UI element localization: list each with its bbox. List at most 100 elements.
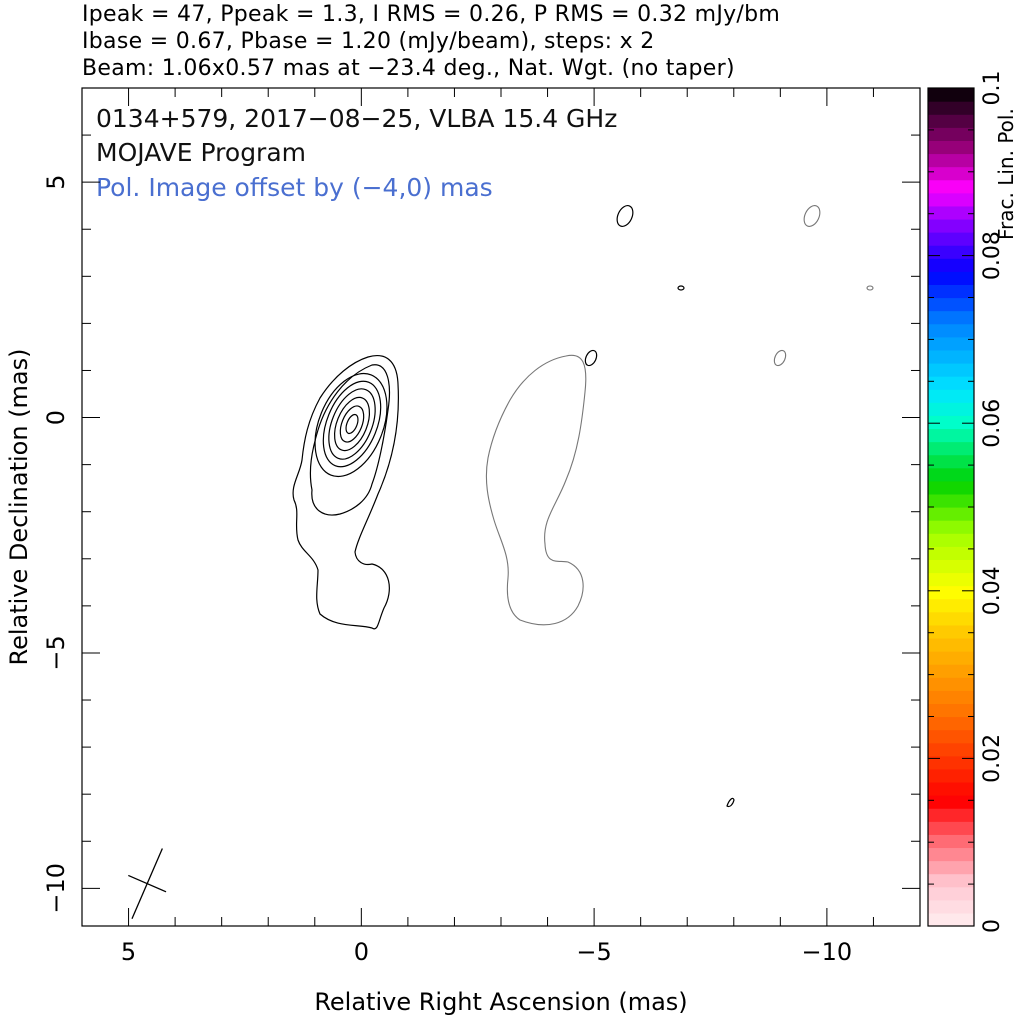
offset-annotation: Pol. Image offset by (−4,0) mas bbox=[96, 173, 493, 202]
colorbar-step bbox=[928, 232, 974, 246]
colorbar-step bbox=[928, 873, 974, 888]
colorbar-step bbox=[928, 703, 974, 718]
intensity-contour-base bbox=[292, 355, 399, 630]
polarization-contour-base bbox=[485, 354, 587, 626]
x-tick-label: −10 bbox=[802, 938, 853, 966]
y-tick-label: 0 bbox=[42, 410, 70, 425]
polarization-noise-contour bbox=[803, 205, 821, 227]
colorbar-step bbox=[928, 559, 974, 574]
colorbar-step bbox=[928, 781, 974, 796]
y-tick-label: 5 bbox=[42, 175, 70, 190]
colorbar-step bbox=[928, 507, 974, 521]
colorbar-step bbox=[928, 101, 974, 115]
colorbar-step bbox=[928, 729, 974, 744]
colorbar-step bbox=[928, 755, 974, 770]
colorbar-step bbox=[928, 611, 974, 626]
colorbar-step bbox=[928, 376, 974, 390]
intensity-contour-7 bbox=[339, 405, 365, 443]
colorbar-step bbox=[928, 297, 974, 312]
colorbar-step bbox=[928, 336, 974, 351]
colorbar-step bbox=[928, 860, 974, 875]
colorbar-step bbox=[928, 114, 974, 128]
intensity-contours bbox=[292, 205, 735, 808]
colorbar-step bbox=[928, 808, 974, 822]
colorbar-step bbox=[928, 520, 974, 534]
colorbar-step bbox=[928, 546, 974, 560]
colorbar-label: Frac. Lin. Pol. bbox=[994, 108, 1018, 240]
colorbar-step bbox=[928, 690, 974, 705]
colorbar-step bbox=[928, 258, 974, 272]
colorbar-step bbox=[928, 768, 974, 783]
colorbar-step bbox=[928, 664, 974, 678]
colorbar-tick-labels: 0 0.02 0.04 0.06 0.08 0.1 bbox=[980, 71, 1005, 934]
noise-contour bbox=[726, 797, 735, 808]
x-tick-label: 5 bbox=[121, 938, 136, 966]
colorbar-step bbox=[928, 166, 974, 181]
colorbar-tick-label: 0.1 bbox=[980, 71, 1005, 106]
colorbar-step bbox=[928, 637, 974, 652]
axis-tick-labels: 5 0 −5 −10 5 0 −5 −10 bbox=[42, 175, 852, 966]
colorbar-step bbox=[928, 402, 974, 416]
colorbar-ticks bbox=[928, 87, 974, 927]
plot-frame bbox=[81, 87, 921, 927]
header-line-3: Beam: 1.06x0.57 mas at −23.4 deg., Nat. … bbox=[82, 56, 735, 81]
colorbar-step bbox=[928, 651, 974, 665]
y-tick-label: −10 bbox=[42, 863, 70, 914]
colorbar-step bbox=[928, 349, 974, 364]
y-tick-label: −5 bbox=[42, 635, 70, 670]
colorbar-step bbox=[928, 323, 974, 338]
colorbar-tick-label: 0 bbox=[980, 919, 1005, 933]
intensity-contour-5 bbox=[328, 388, 376, 460]
colorbar-step bbox=[928, 310, 974, 325]
colorbar-step bbox=[928, 454, 974, 469]
axis-ticks bbox=[81, 87, 921, 926]
colorbar-step bbox=[928, 127, 974, 141]
colorbar-step bbox=[928, 847, 974, 862]
colorbar-step bbox=[928, 742, 974, 757]
colorbar-tick-label: 0.06 bbox=[980, 399, 1005, 448]
intensity-contour-6 bbox=[333, 396, 371, 452]
colorbar-step bbox=[928, 886, 974, 901]
noise-contour bbox=[616, 205, 634, 227]
colorbar-tick-label: 0.04 bbox=[980, 566, 1005, 615]
colorbar-step bbox=[928, 795, 974, 809]
y-axis-label: Relative Declination (mas) bbox=[5, 348, 33, 665]
colorbar-step bbox=[928, 88, 974, 102]
colorbar-step bbox=[928, 192, 974, 207]
colorbar-step bbox=[928, 821, 974, 835]
polarization-noise-contour bbox=[773, 349, 787, 367]
polarization-noise-contour bbox=[866, 285, 874, 291]
colorbar-step bbox=[928, 428, 974, 443]
intensity-contour-8 bbox=[345, 413, 359, 435]
program-annotation: MOJAVE Program bbox=[96, 138, 306, 167]
colorbar-step bbox=[928, 271, 974, 286]
intensity-contour-3 bbox=[314, 372, 388, 478]
x-tick-label: −5 bbox=[576, 938, 611, 966]
colorbar-step bbox=[928, 677, 974, 691]
colorbar-step bbox=[928, 205, 974, 220]
colorbar-step bbox=[928, 533, 974, 547]
colorbar-step bbox=[928, 716, 974, 731]
header-line-2: Ibase = 0.67, Pbase = 1.20 (mJy/beam), s… bbox=[82, 29, 655, 54]
colorbar-step bbox=[928, 899, 974, 914]
colorbar-step bbox=[928, 153, 974, 168]
colorbar-step bbox=[928, 218, 974, 233]
intensity-contour-4 bbox=[322, 380, 382, 468]
beam-cross bbox=[128, 848, 167, 919]
colorbar-tick-label: 0.02 bbox=[980, 734, 1005, 783]
colorbar bbox=[928, 88, 974, 927]
noise-contour bbox=[677, 285, 685, 291]
colorbar-step bbox=[928, 624, 974, 639]
colorbar-step bbox=[928, 912, 974, 927]
colorbar-step bbox=[928, 389, 974, 403]
colorbar-step bbox=[928, 598, 974, 613]
colorbar-step bbox=[928, 415, 974, 430]
colorbar-step bbox=[928, 493, 974, 508]
colorbar-step bbox=[928, 480, 974, 495]
colorbar-step bbox=[928, 179, 974, 194]
colorbar-step bbox=[928, 834, 974, 849]
x-axis-label: Relative Right Ascension (mas) bbox=[314, 988, 687, 1016]
colorbar-step bbox=[928, 284, 974, 299]
intensity-contour-2 bbox=[309, 364, 391, 516]
